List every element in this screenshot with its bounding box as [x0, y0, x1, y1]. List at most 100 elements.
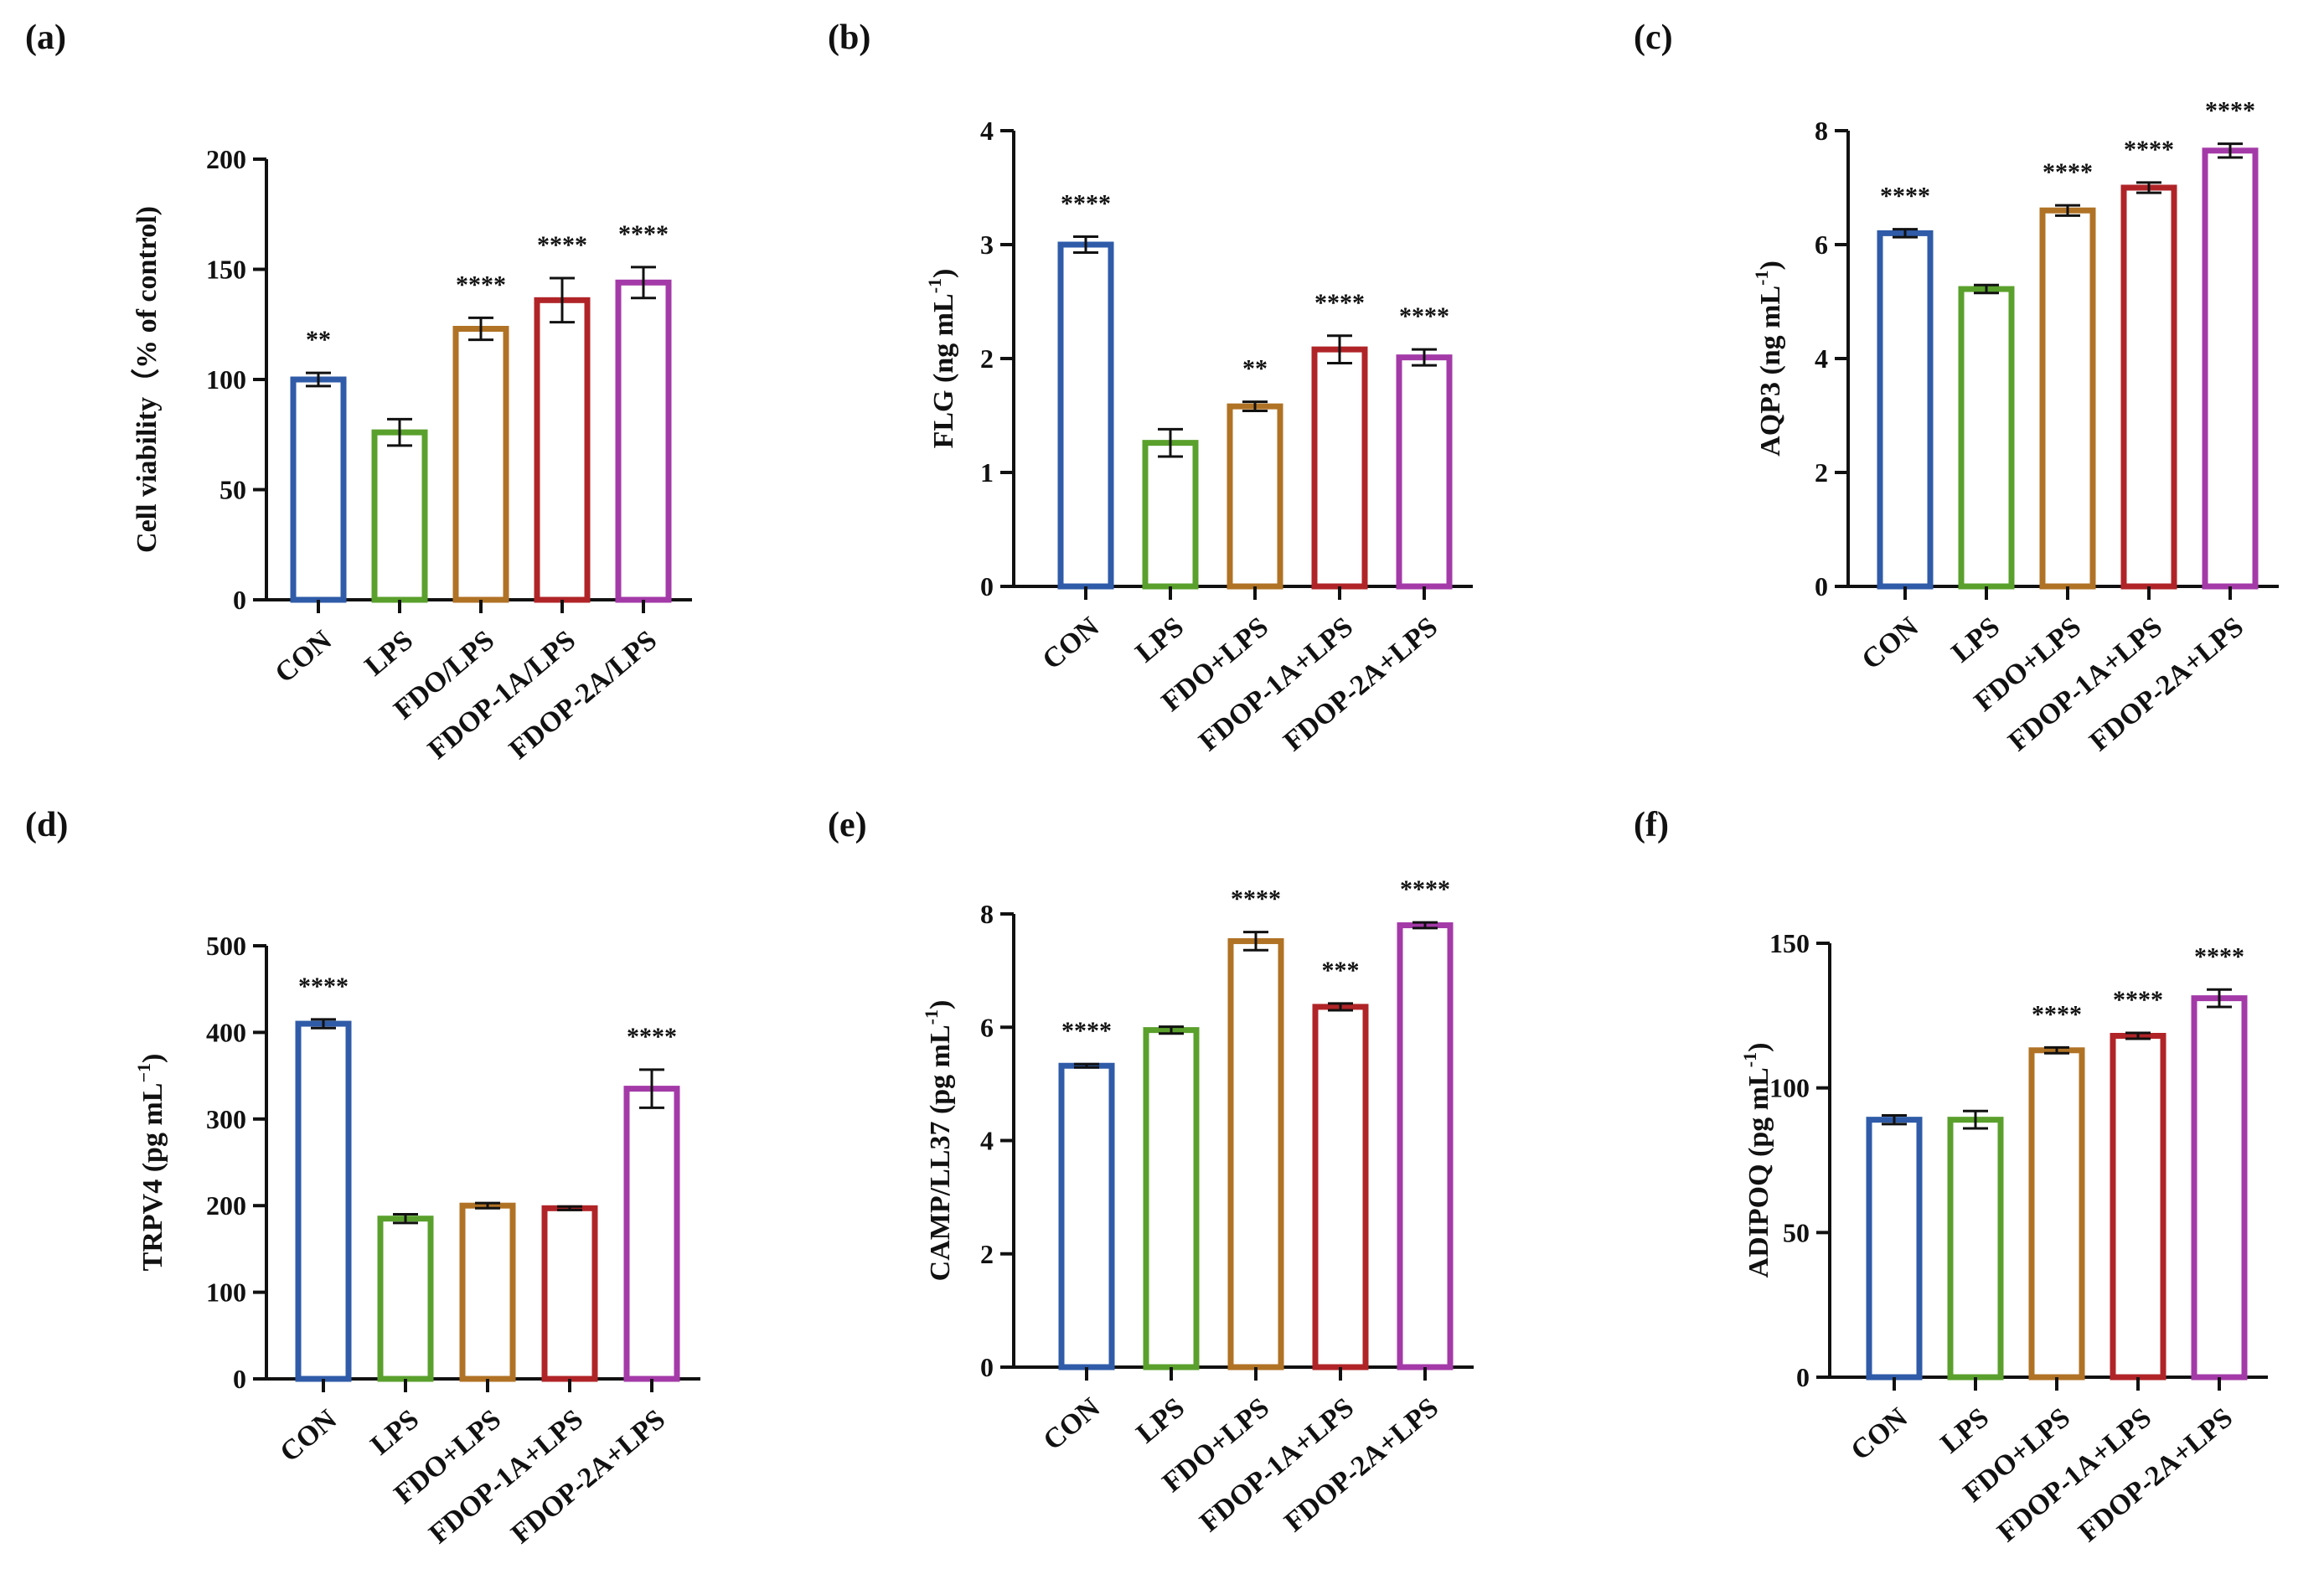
- x-category-label: CON: [1037, 1392, 1106, 1457]
- panel-label: (f): [1634, 806, 1669, 844]
- significance-marker: **: [1242, 355, 1268, 383]
- x-category-label: FDOP-2A/LPS: [504, 625, 663, 766]
- significance-marker: ****: [2205, 97, 2255, 125]
- x-category-label: FDOP-1A/LPS: [422, 625, 581, 766]
- y-tick-label: 100: [1769, 1073, 1810, 1103]
- significance-marker: ****: [2032, 1000, 2082, 1028]
- significance-marker: ****: [2043, 158, 2093, 186]
- bar-fdop-1a-lps: [541, 1205, 598, 1382]
- y-axis-title: Cell viability（% of control): [130, 206, 163, 553]
- panel-label: (b): [828, 18, 870, 57]
- significance-marker: **: [306, 326, 331, 354]
- x-category-label: LPS: [1935, 1402, 1996, 1459]
- x-category-label: LPS: [1131, 1392, 1191, 1449]
- y-tick-label: 200: [206, 1190, 246, 1221]
- significance-marker: ****: [627, 1023, 677, 1050]
- y-tick-label: 8: [1815, 116, 1828, 146]
- bar-fdop-2a-lps: [615, 279, 672, 603]
- bar-fdop-2a-lps: [1396, 354, 1453, 590]
- panel-label: (c): [1634, 18, 1673, 57]
- x-category-label: LPS: [1130, 612, 1190, 668]
- y-axis-title: CAMP/LL37 (pg mL-1): [921, 1000, 956, 1282]
- bar-fdop-2a-lps: [623, 1086, 680, 1382]
- bar-fdop-1a-lps: [2110, 1033, 2166, 1381]
- x-category-label: LPS: [1946, 612, 2006, 668]
- significance-marker: ****: [2113, 986, 2163, 1014]
- bar-fdop-1a-lps: [1312, 1004, 1369, 1370]
- bar-lps: [1947, 1117, 2004, 1381]
- y-tick-label: 2: [1815, 457, 1828, 488]
- chart-panel-1: (a) 0 50 100 150 200 Cell viability（% of contr…: [25, 18, 692, 766]
- bar-fdo-lps: [1227, 937, 1284, 1370]
- bar-con: [1877, 230, 1934, 590]
- bar-con: [295, 1020, 352, 1382]
- y-tick-label: 100: [206, 364, 246, 395]
- significance-marker: ****: [1231, 885, 1281, 913]
- y-tick-label: 6: [1815, 230, 1828, 260]
- significance-marker: ****: [298, 973, 349, 1000]
- x-category-label: FDOP-1A+LPS: [1194, 1392, 1360, 1538]
- y-tick-label: 150: [206, 255, 246, 285]
- chart-panel-4: (d) 0 100 200 300 400 500 TRPV4 (pg mL−1) CON ***…: [25, 806, 700, 1550]
- significance-marker: ****: [618, 220, 669, 248]
- panel-label: (a): [25, 18, 66, 57]
- bar-fdo-lps: [2039, 207, 2096, 590]
- significance-marker: ***: [1322, 957, 1360, 984]
- y-axis-title: ADIPOQ (pg mL-1): [1739, 1043, 1774, 1278]
- bar-fdo-lps: [452, 326, 509, 603]
- significance-marker: ****: [1061, 189, 1111, 217]
- y-tick-label: 50: [1783, 1217, 1810, 1247]
- bar-fdop-1a-lps: [534, 297, 591, 603]
- x-category-label: FDOP-1A+LPS: [1193, 612, 1359, 757]
- bar-fdop-2a-lps: [2191, 995, 2248, 1381]
- significance-marker: ****: [1400, 875, 1450, 903]
- x-category-label: LPS: [359, 625, 420, 682]
- bar-fdop-1a-lps: [1311, 346, 1368, 590]
- y-tick-label: 6: [980, 1012, 994, 1042]
- y-axis-title: TRPV4 (pg mL−1): [133, 1054, 168, 1272]
- x-category-label: CON: [274, 1404, 343, 1469]
- significance-marker: ****: [1314, 289, 1365, 317]
- bar-con: [1057, 241, 1114, 590]
- bar-con: [290, 376, 347, 603]
- bar-lps: [1142, 440, 1199, 590]
- bar-lps: [377, 1216, 434, 1382]
- bar-lps: [1143, 1027, 1200, 1370]
- significance-marker: ****: [1880, 183, 1930, 210]
- y-tick-label: 3: [980, 230, 994, 260]
- y-tick-label: 300: [206, 1104, 246, 1134]
- y-tick-label: 4: [1815, 343, 1828, 374]
- y-tick-label: 0: [980, 1352, 994, 1382]
- y-tick-label: 0: [1796, 1362, 1810, 1392]
- y-tick-label: 4: [980, 116, 994, 146]
- y-tick-label: 0: [1815, 571, 1828, 601]
- y-tick-label: 1: [980, 457, 994, 488]
- y-tick-label: 400: [206, 1017, 246, 1047]
- significance-marker: ****: [456, 271, 506, 298]
- bar-fdop-2a-lps: [1397, 922, 1454, 1370]
- y-tick-label: 0: [980, 571, 994, 601]
- significance-marker: ****: [1061, 1017, 1112, 1045]
- y-axis-title: AQP3 (ng mL-1): [1751, 261, 1786, 457]
- y-tick-label: 8: [980, 899, 994, 929]
- x-category-label: FDOP-2A+LPS: [1278, 1392, 1444, 1538]
- bar-lps: [1958, 286, 2015, 590]
- y-tick-label: 150: [1769, 928, 1810, 958]
- y-tick-label: 100: [206, 1278, 246, 1308]
- bar-fdop-1a-lps: [2120, 184, 2177, 590]
- y-tick-label: 0: [233, 585, 246, 615]
- bar-fdop-2a-lps: [2202, 147, 2259, 590]
- y-tick-label: 2: [980, 1239, 994, 1269]
- bar-fdo-lps: [1227, 403, 1283, 590]
- significance-marker: ****: [537, 231, 587, 259]
- significance-marker: ****: [2124, 136, 2174, 163]
- y-tick-label: 200: [206, 144, 246, 174]
- bar-lps: [371, 429, 428, 603]
- bar-fdo-lps: [2028, 1047, 2085, 1381]
- x-category-label: CON: [269, 625, 338, 689]
- x-category-label: LPS: [365, 1404, 426, 1461]
